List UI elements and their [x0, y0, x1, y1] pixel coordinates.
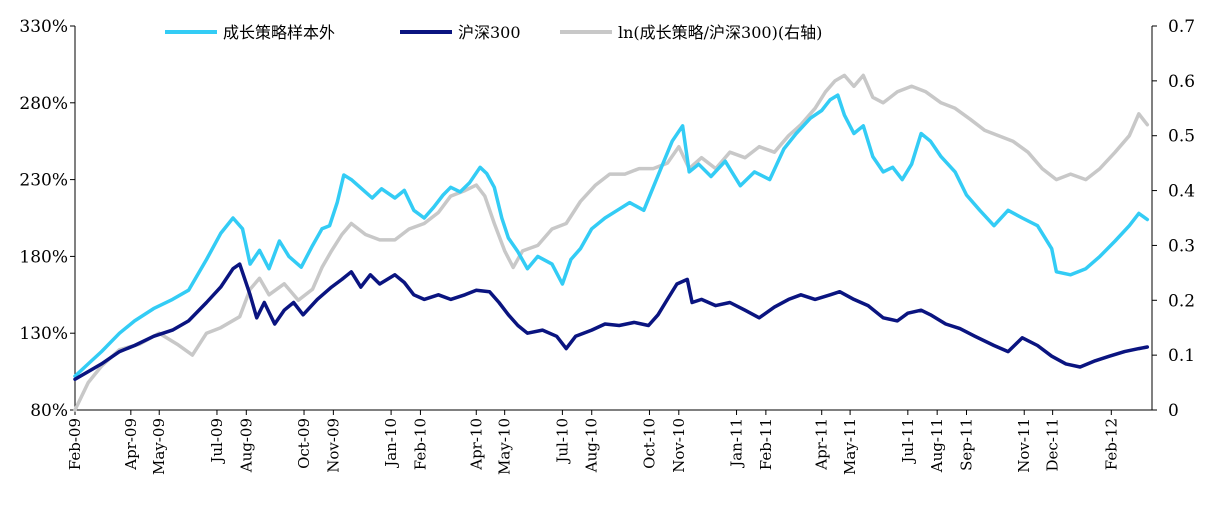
x-tick-label: Dec-11 [1044, 418, 1062, 471]
y-left-tick-label: 80% [30, 401, 68, 421]
series-line-2 [73, 262, 1150, 382]
y-left-tick-label: 180% [19, 247, 68, 267]
x-tick-label: Feb-12 [1102, 418, 1120, 470]
y-left-tick-label: 230% [19, 171, 68, 191]
y-right-tick-label: 0.1 [1168, 346, 1195, 366]
x-tick-label: Jul-11 [899, 418, 917, 465]
y-left-tick-label: 330% [19, 17, 68, 37]
y-right-tick-label: 0 [1168, 401, 1179, 421]
x-tick-label: Apr-09 [122, 418, 140, 471]
legend: 成长策略样本外 沪深300 ln(成长策略/沪深300)(右轴) [165, 23, 822, 42]
x-tick-label: Jan-10 [382, 418, 400, 469]
y-left-tick-label: 280% [19, 94, 68, 114]
y-right-tick-label: 0.7 [1168, 17, 1195, 37]
legend-label: 成长策略样本外 [223, 23, 335, 42]
y-right-tick-label: 0.2 [1168, 291, 1195, 311]
x-tick-label: May-11 [841, 418, 859, 475]
x-tick-label: Feb-11 [757, 418, 775, 470]
x-tick-label: Jan-11 [728, 418, 746, 469]
x-tick-label: Oct-09 [295, 418, 313, 469]
y-right-tick-label: 0.5 [1168, 127, 1195, 147]
x-tick-label: Jul-09 [208, 418, 226, 465]
x-tick-label: Feb-09 [66, 418, 84, 470]
series-line-1 [73, 93, 1150, 378]
y-right-tick-label: 0.3 [1168, 236, 1195, 256]
x-tick-label: Nov-10 [670, 418, 688, 473]
x-tick-label: Nov-11 [1015, 418, 1033, 473]
x-tick-label: Aug-10 [583, 418, 601, 473]
y-right-tick-label: 0.4 [1168, 182, 1195, 202]
x-tick-label: Feb-10 [411, 418, 429, 470]
y-axis-left: 80% 130% 180% 230% 280% 330% [19, 17, 76, 421]
legend-label: 沪深300 [458, 23, 521, 42]
y-left-tick-label: 130% [19, 324, 68, 344]
x-tick-label: May-10 [496, 418, 514, 475]
series-line-3 [73, 73, 1150, 412]
x-tick-label: Apr-10 [467, 418, 485, 471]
plot-area [73, 73, 1150, 412]
x-tick-label: Aug-11 [928, 418, 946, 473]
x-tick-label: Aug-09 [237, 418, 255, 473]
x-tick-label: Apr-11 [813, 418, 831, 471]
x-tick-label: Sep-11 [958, 418, 976, 471]
x-tick-label: Oct-10 [640, 418, 658, 469]
x-tick-label: Nov-09 [324, 418, 342, 473]
y-right-tick-label: 0.6 [1168, 72, 1195, 92]
x-tick-label: Jul-10 [553, 418, 571, 465]
x-tick-label: May-09 [150, 418, 168, 475]
y-axis-right: 0 0.1 0.2 0.3 0.4 0.5 0.6 0.7 [1151, 17, 1195, 421]
legend-label: ln(成长策略/沪深300)(右轴) [618, 23, 822, 42]
x-axis: Feb-09 Apr-09 May-09 Jul-09 Aug-09 Oct-09 Nov-… [66, 409, 1152, 475]
